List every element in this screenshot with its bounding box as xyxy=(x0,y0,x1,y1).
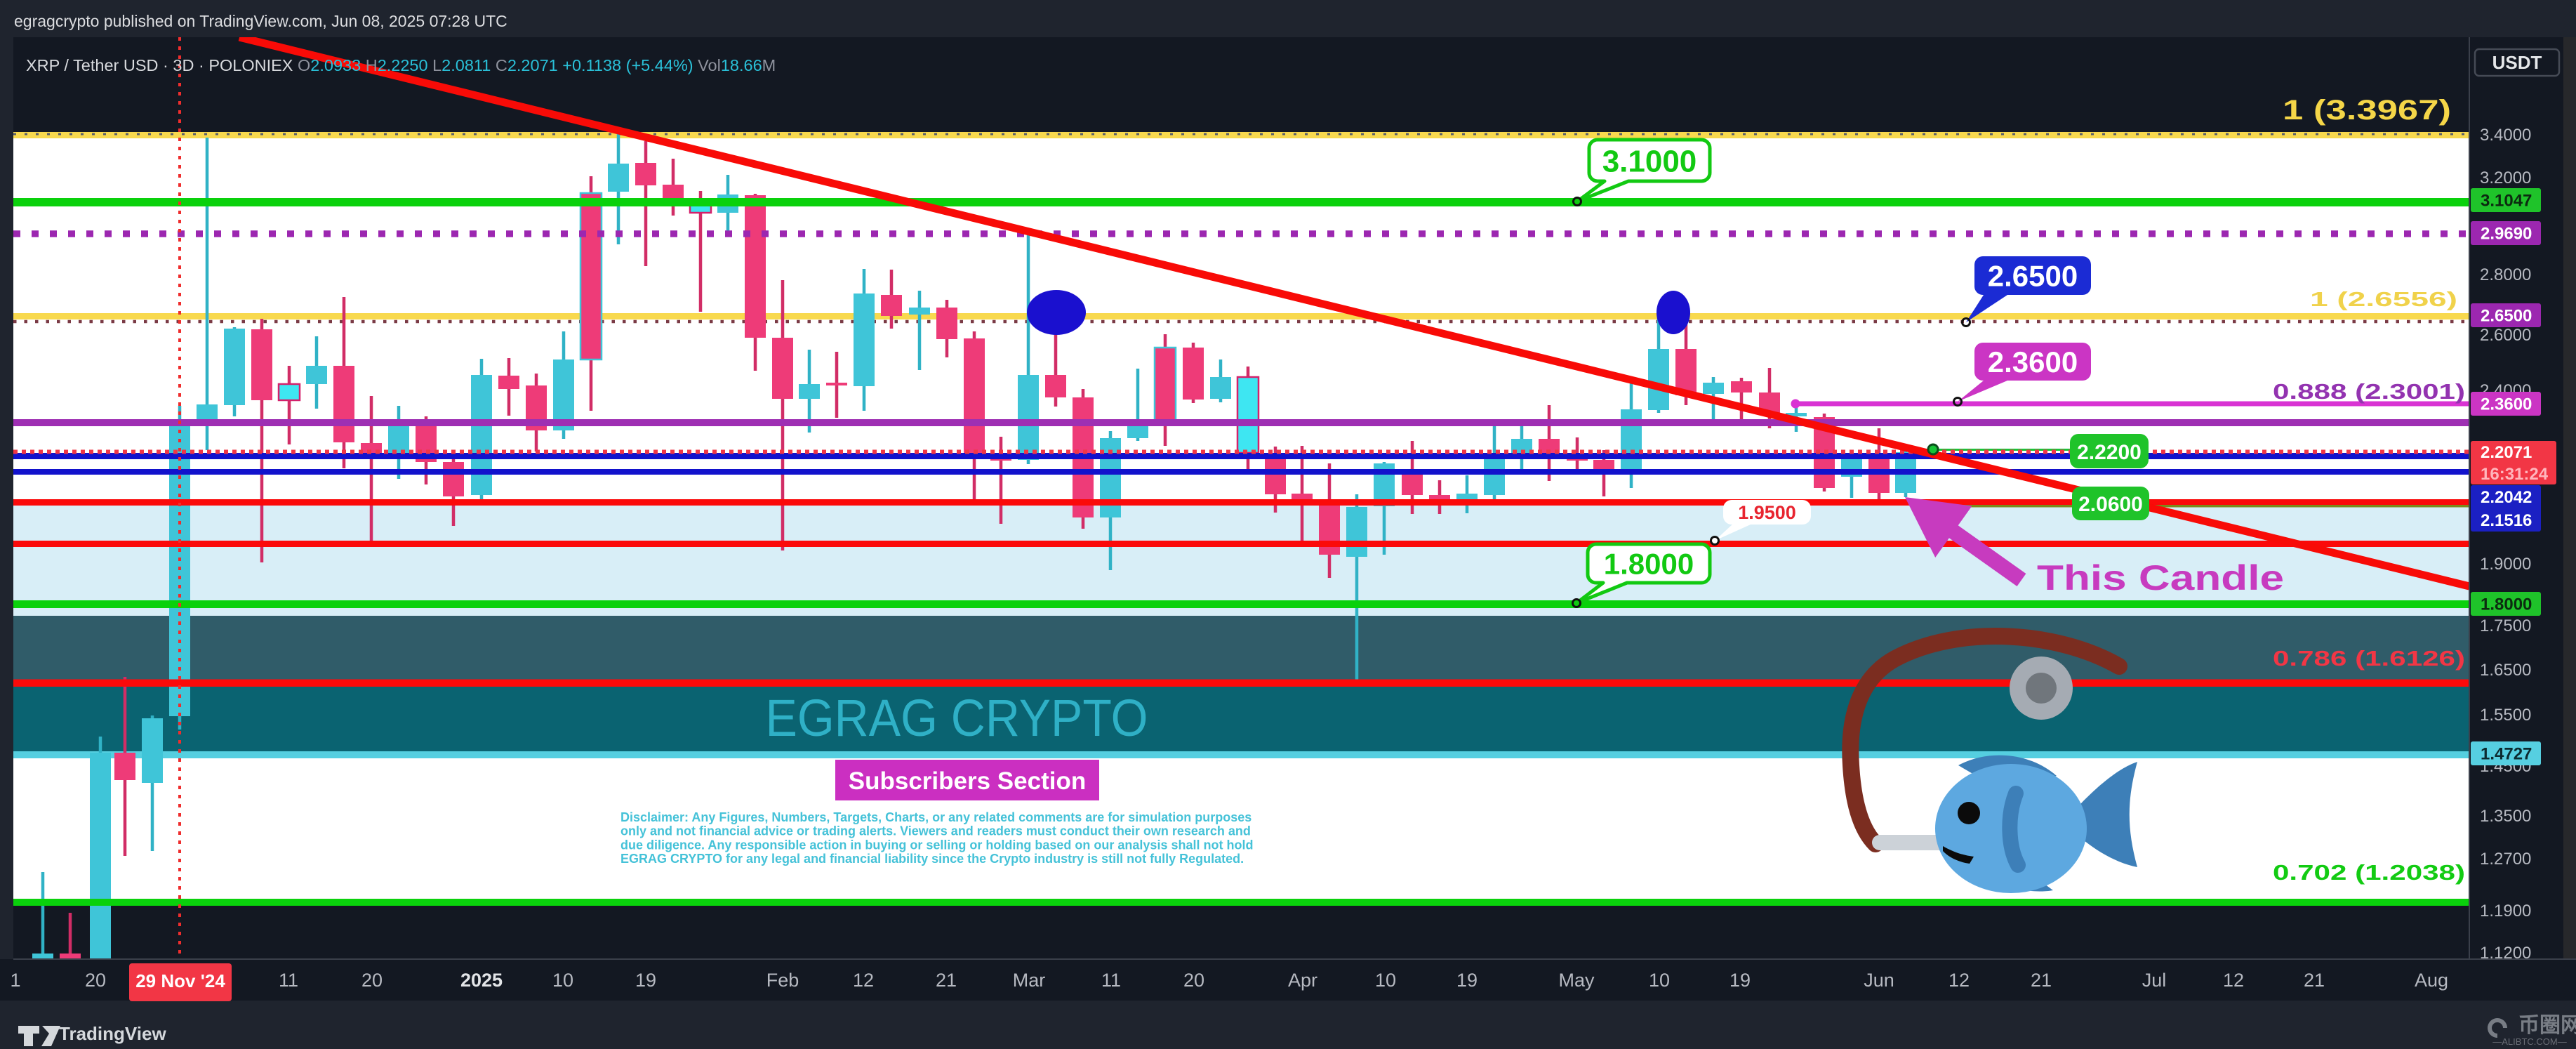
svg-text:2.0600: 2.0600 xyxy=(2078,493,2143,516)
svg-text:1 (3.3967): 1 (3.3967) xyxy=(2283,95,2451,126)
svg-text:USDT: USDT xyxy=(2492,52,2542,73)
svg-text:XRP / Tether USD · 3D · POLONI: XRP / Tether USD · 3D · POLONIEX O2.0933… xyxy=(26,56,776,74)
svg-text:3.1047: 3.1047 xyxy=(2481,192,2532,211)
svg-text:3.1000: 3.1000 xyxy=(1602,144,1697,178)
svg-text:1.3500: 1.3500 xyxy=(2480,807,2531,826)
svg-text:EGRAG CRYPTO: EGRAG CRYPTO xyxy=(766,689,1148,747)
svg-text:21: 21 xyxy=(2031,970,2052,991)
svg-text:Aug: Aug xyxy=(2415,970,2448,991)
svg-text:12: 12 xyxy=(2223,970,2244,991)
svg-text:10: 10 xyxy=(1375,970,1396,991)
svg-text:2.3600: 2.3600 xyxy=(2481,395,2532,414)
svg-text:20: 20 xyxy=(361,970,383,991)
svg-text:only and not financial advice: only and not financial advice or trading… xyxy=(620,824,1251,838)
svg-text:10: 10 xyxy=(1649,970,1670,991)
svg-text:29 Nov '24: 29 Nov '24 xyxy=(135,970,225,991)
svg-text:0.702 (1.2038): 0.702 (1.2038) xyxy=(2273,860,2465,885)
svg-text:Mar: Mar xyxy=(1013,970,1046,991)
svg-text:1.1900: 1.1900 xyxy=(2480,902,2531,921)
svg-text:12: 12 xyxy=(853,970,874,991)
svg-text:2.2200: 2.2200 xyxy=(2077,441,2142,464)
svg-text:12: 12 xyxy=(1948,970,1970,991)
svg-text:Feb: Feb xyxy=(766,970,799,991)
svg-text:Jun: Jun xyxy=(1864,970,1894,991)
svg-text:0.786 (1.6126): 0.786 (1.6126) xyxy=(2273,646,2465,671)
svg-text:2.3600: 2.3600 xyxy=(1988,345,2078,378)
svg-text:1.9000: 1.9000 xyxy=(2480,555,2531,574)
svg-text:20: 20 xyxy=(1183,970,1204,991)
svg-text:1.8000: 1.8000 xyxy=(1604,548,1694,581)
svg-text:1.5500: 1.5500 xyxy=(2480,706,2531,725)
svg-text:Subscribers Section: Subscribers Section xyxy=(849,767,1086,795)
svg-text:Apr: Apr xyxy=(1288,970,1317,991)
svg-text:0.888 (2.3001): 0.888 (2.3001) xyxy=(2273,379,2465,404)
svg-text:19: 19 xyxy=(1729,970,1751,991)
svg-text:Disclaimer: Any Figures, Numbe: Disclaimer: Any Figures, Numbers, Target… xyxy=(620,810,1252,824)
svg-text:2.6500: 2.6500 xyxy=(1988,260,2078,293)
svg-text:May: May xyxy=(1558,970,1595,991)
svg-text:11: 11 xyxy=(1101,970,1121,991)
svg-text:1.8000: 1.8000 xyxy=(2481,595,2532,614)
svg-text:1.4727: 1.4727 xyxy=(2481,745,2532,764)
svg-text:20: 20 xyxy=(85,970,106,991)
svg-text:2.6500: 2.6500 xyxy=(2481,307,2532,326)
svg-text:11: 11 xyxy=(279,970,298,991)
svg-text:19: 19 xyxy=(1456,970,1478,991)
svg-text:2.2042: 2.2042 xyxy=(2481,488,2532,507)
svg-text:币圈网: 币圈网 xyxy=(2518,1014,2576,1037)
svg-text:2.2071: 2.2071 xyxy=(2481,443,2532,462)
svg-text:2.1516: 2.1516 xyxy=(2481,511,2532,530)
svg-text:2025: 2025 xyxy=(460,970,503,991)
svg-text:3.4000: 3.4000 xyxy=(2480,126,2531,145)
svg-text:21: 21 xyxy=(936,970,957,991)
svg-text:16:31:24: 16:31:24 xyxy=(2481,465,2549,484)
svg-text:2.6000: 2.6000 xyxy=(2480,326,2531,345)
svg-text:1.2700: 1.2700 xyxy=(2480,850,2531,869)
svg-text:egragcrypto published on Tradi: egragcrypto published on TradingView.com… xyxy=(14,12,507,30)
svg-text:21: 21 xyxy=(2304,970,2325,991)
svg-text:1.6500: 1.6500 xyxy=(2480,661,2531,680)
svg-text:1.7500: 1.7500 xyxy=(2480,616,2531,635)
svg-text:1 (2.6556): 1 (2.6556) xyxy=(2310,289,2457,311)
svg-text:TradingView: TradingView xyxy=(59,1023,166,1044)
svg-text:—ALIBTC.COM—: —ALIBTC.COM— xyxy=(2492,1036,2566,1047)
svg-text:Jul: Jul xyxy=(2142,970,2167,991)
svg-text:3.2000: 3.2000 xyxy=(2480,169,2531,187)
svg-text:due diligence. Any responsible: due diligence. Any responsible action in… xyxy=(620,838,1253,852)
svg-text:2.8000: 2.8000 xyxy=(2480,265,2531,284)
svg-text:EGRAG CRYPTO for any legal and: EGRAG CRYPTO for any legal and financial… xyxy=(620,852,1244,866)
svg-text:10: 10 xyxy=(552,970,573,991)
svg-text:1.9500: 1.9500 xyxy=(1738,502,1796,523)
svg-text:2.9690: 2.9690 xyxy=(2481,225,2532,244)
svg-text:This Candle: This Candle xyxy=(2037,558,2284,598)
svg-text:19: 19 xyxy=(635,970,656,991)
svg-text:1: 1 xyxy=(10,970,20,991)
